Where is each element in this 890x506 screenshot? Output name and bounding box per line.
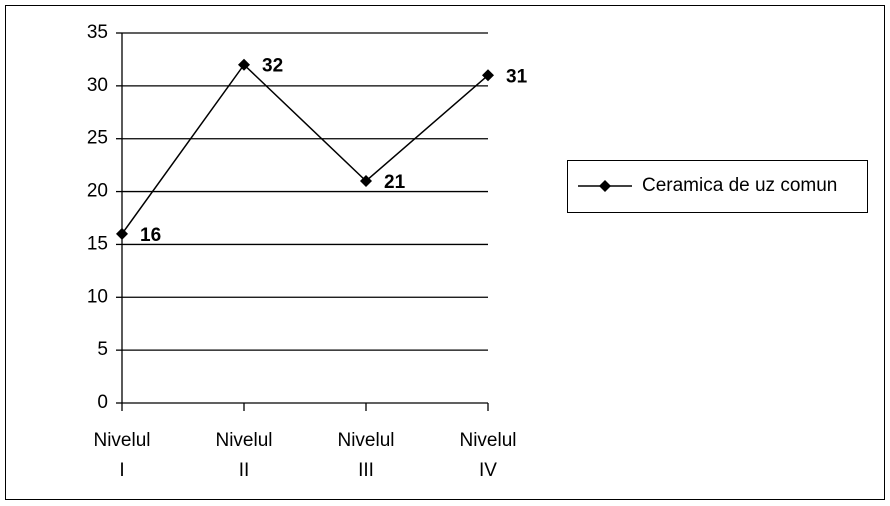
data-label: 32 (262, 56, 283, 77)
x-tick-label-line: III (358, 460, 374, 481)
y-tick-label: 30 (87, 75, 108, 96)
y-tick-label: 15 (87, 233, 108, 254)
x-tick-label: Nivelul III (337, 430, 394, 481)
x-tick-label-line: IV (479, 460, 497, 481)
x-tick-label-line: Nivelul (459, 430, 516, 451)
y-tick-label: 5 (97, 339, 108, 360)
x-tick-label-line: I (119, 460, 124, 481)
point-marker (116, 227, 128, 240)
legend-marker (599, 180, 611, 192)
legend-label: Ceramica de uz comun (642, 175, 837, 196)
x-tick-label-line: Nivelul (215, 430, 272, 451)
y-tick-label: 10 (87, 286, 108, 307)
chart-border (5, 5, 885, 500)
data-label: 16 (140, 225, 161, 246)
point-marker (360, 175, 372, 187)
data-label: 21 (384, 172, 406, 193)
x-tick-label: Nivelul I (93, 430, 150, 481)
y-tick-label: 25 (87, 128, 108, 149)
x-tick-label-line: Nivelul (337, 430, 394, 451)
x-tick-label: Nivelul IV (459, 430, 516, 481)
y-tick-label: 35 (87, 22, 108, 43)
series-line (121, 63, 489, 235)
y-tick-label: 20 (87, 181, 108, 202)
point-marker (482, 69, 494, 82)
point-marker (238, 58, 250, 71)
y-tick-label: 0 (97, 392, 108, 413)
x-tick-label: Nivelul II (215, 430, 272, 481)
data-label: 31 (506, 66, 528, 87)
x-tick-label-line: Nivelul (93, 430, 150, 451)
x-tick-label-line: II (239, 460, 250, 481)
